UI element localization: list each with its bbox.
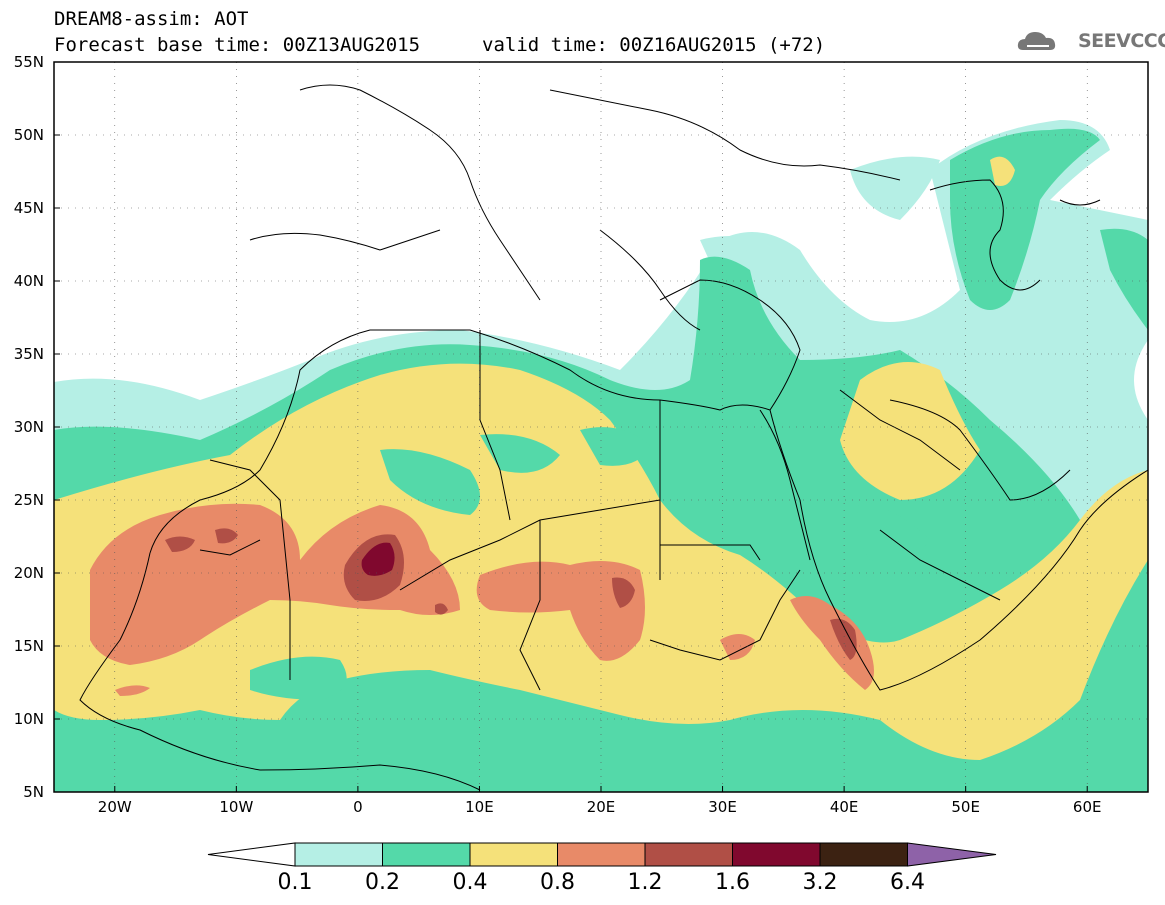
lon-tick-label: 30E [708, 798, 737, 816]
lon-tick-label: 60E [1072, 798, 1102, 816]
lat-tick-label: 5N [23, 783, 44, 801]
lat-tick-label: 20N [13, 564, 44, 582]
lon-tick-label: 10W [219, 798, 254, 816]
colorbar-label: 1.6 [715, 870, 750, 895]
lat-tick-label: 50N [13, 126, 44, 144]
lat-tick-label: 55N [13, 53, 44, 71]
lat-tick-label: 10N [13, 710, 44, 728]
grid-lines [54, 62, 1148, 792]
colorbar-label: 0.2 [365, 870, 400, 895]
lon-tick-label: 20E [586, 798, 616, 816]
valid-time: valid time: 00Z16AUG2015 (+72) [482, 34, 826, 56]
colorbar-label: 0.8 [540, 870, 575, 895]
cloud-logo-icon [1017, 32, 1056, 50]
lat-tick-label: 35N [13, 345, 44, 363]
colorbar-label: 6.4 [890, 870, 925, 895]
colorbar-label: 3.2 [802, 870, 838, 895]
lon-tick-label: 20W [97, 798, 132, 816]
lon-tick-label: 50E [951, 798, 980, 816]
colorbar-label: 0.4 [452, 870, 488, 895]
lon-tick-label: 0 [353, 798, 363, 816]
map-title: DREAM8-assim: AOT [54, 8, 249, 30]
lat-tick-label: 40N [13, 272, 44, 290]
logo-text: SEEVCCC [1078, 30, 1165, 52]
axis-ticks [54, 61, 1088, 793]
lat-tick-label: 45N [13, 199, 44, 217]
colorbar-label: 1.2 [627, 870, 663, 895]
aot-contour-1.2 [165, 536, 195, 552]
lat-tick-label: 25N [13, 491, 44, 509]
colorbar-label: 0.1 [277, 870, 313, 895]
lon-tick-label: 40E [829, 798, 859, 816]
coastlines [79, 84, 1148, 791]
forecast-base-time: Forecast base time: 00Z13AUG2015 [54, 34, 421, 56]
lon-tick-label: 10E [465, 798, 494, 816]
lat-tick-label: 30N [13, 418, 44, 436]
aot-contour-1.6 [361, 542, 395, 576]
lat-tick-label: 15N [13, 637, 44, 655]
